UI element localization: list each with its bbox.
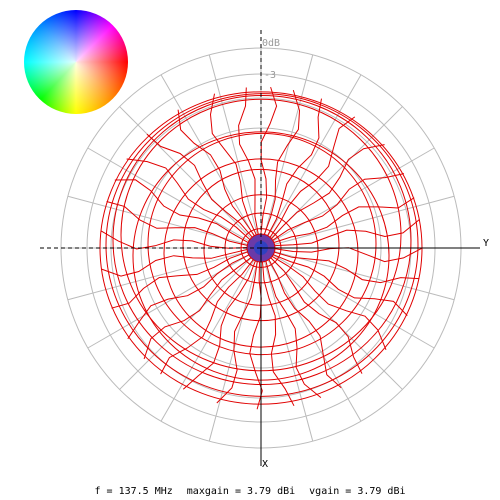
- axis-label-x: X: [262, 459, 268, 470]
- wire-meridian: [267, 98, 322, 236]
- pattern-plot: 0dB -3 Y X: [40, 30, 489, 470]
- wire-meridian: [111, 251, 248, 309]
- wire-ring: [105, 93, 419, 397]
- scale-label-3db: -3: [264, 70, 276, 81]
- wire-meridian: [268, 259, 342, 389]
- wire-meridian: [274, 251, 420, 284]
- wire-meridian: [269, 116, 356, 238]
- grid-spoke: [260, 195, 455, 249]
- grid-spoke: [119, 106, 262, 249]
- wire-meridian: [126, 158, 251, 240]
- wire-meridian: [182, 260, 256, 390]
- status-bar: f = 137.5 MHz maxgain = 3.79 dBi vgain = 3…: [0, 486, 500, 497]
- scale-label-0db: 0dB: [262, 38, 280, 49]
- grid-spoke: [119, 247, 262, 390]
- grid-spoke: [208, 54, 262, 249]
- wire-meridian: [273, 197, 415, 243]
- grid-spoke: [260, 247, 455, 301]
- grid-spoke: [260, 54, 314, 249]
- wire-meridian: [263, 89, 301, 235]
- wire-meridian: [160, 259, 254, 375]
- maxgain: maxgain = 3.79 dBi: [186, 486, 296, 497]
- grid-spoke: [67, 247, 262, 301]
- grid-spoke: [160, 247, 262, 422]
- wire-meridian: [216, 261, 258, 404]
- grid-spoke: [260, 247, 435, 349]
- wire-meridian: [271, 144, 385, 240]
- wire-meridian: [143, 257, 252, 360]
- grid-spoke: [87, 147, 262, 249]
- wire-meridian: [238, 87, 259, 235]
- wire-meridian: [265, 260, 322, 398]
- wire-meridian: [273, 254, 408, 316]
- frequency: f = 137.5 MHz: [94, 486, 173, 497]
- grid-spoke: [260, 247, 314, 442]
- wire-meridian: [270, 257, 363, 374]
- wire-meridian: [260, 86, 278, 235]
- wire-meridian: [209, 93, 257, 236]
- color-wheel: [24, 10, 128, 114]
- grid-spoke: [160, 74, 262, 249]
- wire-ring: [147, 132, 377, 356]
- wire-meridian: [114, 179, 249, 244]
- wire-meridian: [146, 133, 253, 238]
- grid-spoke: [260, 147, 435, 249]
- grid-spoke: [260, 74, 362, 249]
- wire-meridian: [106, 201, 248, 246]
- wire-meridian: [262, 261, 295, 407]
- wire-meridian: [101, 249, 248, 277]
- wire-meridian: [272, 173, 405, 241]
- axis-label-y: Y: [483, 238, 489, 249]
- vgain: vgain = 3.79 dBi: [309, 486, 406, 497]
- wire-ring: [112, 94, 412, 386]
- wire-meridian: [274, 219, 420, 247]
- grid-spoke: [208, 247, 262, 442]
- wire-meridian: [127, 254, 250, 340]
- wire-meridian: [177, 109, 255, 236]
- wire-meridian: [249, 261, 263, 410]
- grid-spoke: [67, 195, 262, 249]
- wire-meridian: [271, 255, 387, 350]
